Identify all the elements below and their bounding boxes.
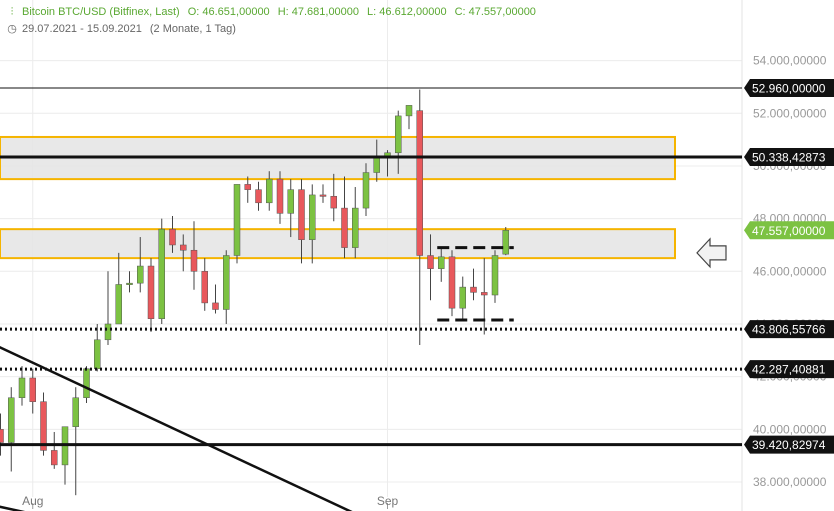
horizontal-levels (0, 87, 742, 511)
candle-down (147, 265, 155, 319)
chart-type-icon: ⫶ (10, 6, 14, 18)
level-label: 39.420,82974 (744, 435, 834, 454)
candle-up (395, 115, 402, 154)
high-value: H: 47.681,00000 (277, 6, 360, 18)
level-label-bg (744, 360, 834, 379)
candle-down (190, 249, 198, 272)
level-label-text: 42.287,40881 (752, 363, 826, 377)
candle-down (427, 255, 434, 269)
candle-up (137, 265, 144, 284)
level-label-bg (744, 148, 834, 167)
candle-down (319, 194, 327, 197)
x-axis: Aug Sep (22, 494, 398, 509)
candle-up (309, 194, 316, 240)
candle-up (104, 323, 112, 341)
last-price-text: 47.557,00000 (752, 224, 826, 238)
level-label: 42.287,40881 (744, 360, 834, 379)
chart-header-period: ◷ 29.07.2021 - 15.09.2021 (2 Monate, 1 Tag… (6, 22, 236, 35)
level-label-text: 43.806,55766 (752, 323, 826, 337)
candle-down (341, 207, 348, 248)
candle-down (212, 302, 219, 310)
candle-up (223, 255, 230, 310)
left-arrow-icon (696, 237, 727, 269)
level-labels: 52.960,00000 50.338,42873 43.806,55766 42.2… (744, 78, 834, 454)
candle-up (18, 377, 26, 398)
candle-down (330, 195, 337, 209)
candle-up (266, 178, 273, 204)
candle-down (470, 286, 477, 293)
price-zone (0, 228, 676, 260)
candle-down (448, 256, 456, 309)
candle-up (438, 256, 445, 269)
level-label: 43.806,55766 (744, 320, 834, 339)
candle-down (169, 228, 176, 246)
candle-up (83, 368, 90, 398)
instrument-name: Bitcoin BTC/USD (Bitfinex, Last) (22, 6, 180, 18)
low-value: L: 46.612,00000 (367, 6, 447, 18)
close-value: C: 47.557,00000 (454, 6, 536, 18)
level-label: 52.960,00000 (744, 78, 834, 97)
level-label-text: 50.338,42873 (752, 151, 826, 165)
candle-up (233, 184, 241, 256)
candle-up (72, 397, 79, 427)
period-span: (2 Monate, 1 Tag) (149, 23, 236, 35)
level-label-text: 52.960,00000 (752, 81, 826, 95)
candle-up (287, 189, 294, 214)
y-tick-label: 54.000,00000 (753, 54, 827, 68)
level-label-bg (744, 435, 834, 454)
candle-down (40, 401, 47, 451)
candles (0, 89, 509, 496)
y-tick-label: 38.000,00000 (753, 475, 827, 489)
chart-header-ohlc: ⫶ Bitcoin BTC/USD (Bitfinex, Last) O: 46.6… (6, 6, 536, 19)
candle-up (94, 339, 101, 370)
x-tick-label: Sep (377, 494, 399, 508)
last-price-bg (744, 221, 834, 240)
candle-down (180, 244, 187, 251)
candle-down (298, 189, 305, 240)
y-tick-label: 40.000,00000 (753, 422, 827, 436)
candle-up (126, 282, 133, 285)
resistance-zones (0, 135, 676, 260)
x-tick-label: Aug (22, 494, 43, 508)
candle-up (352, 207, 359, 248)
open-value: O: 46.651,00000 (187, 6, 270, 18)
level-label-bg (744, 320, 834, 339)
level-label-bg (744, 78, 834, 97)
trendline (0, 345, 353, 511)
candle-up (158, 228, 165, 319)
last-price-label: 47.557,00000 (744, 221, 834, 240)
level-label-text: 39.420,82974 (752, 438, 826, 452)
y-axis: 38.000,0000040.000,0000042.000,0000044.0… (753, 54, 827, 489)
candle-down (416, 110, 423, 256)
candle-up (459, 286, 466, 309)
candle-down (201, 271, 208, 304)
candle-up (8, 397, 15, 443)
y-tick-label: 46.000,00000 (753, 264, 827, 278)
period-range: 29.07.2021 - 15.09.2021 (22, 23, 142, 35)
candle-up (373, 157, 380, 173)
candle-down (255, 189, 262, 204)
candle-down (276, 178, 284, 214)
candle-up (362, 172, 370, 209)
candle-down (0, 429, 4, 443)
clock-icon: ◷ (7, 23, 17, 35)
candle-down (51, 450, 58, 466)
candle-down (481, 292, 488, 296)
candle-up (491, 255, 499, 296)
y-tick-label: 52.000,00000 (753, 106, 827, 120)
candle-up (502, 230, 509, 255)
trendline-lower (0, 505, 26, 511)
level-label: 50.338,42873 (744, 148, 834, 167)
candle-down (29, 377, 36, 402)
candle-up (405, 105, 413, 117)
candle-up (115, 284, 122, 325)
candle-down (244, 184, 251, 190)
